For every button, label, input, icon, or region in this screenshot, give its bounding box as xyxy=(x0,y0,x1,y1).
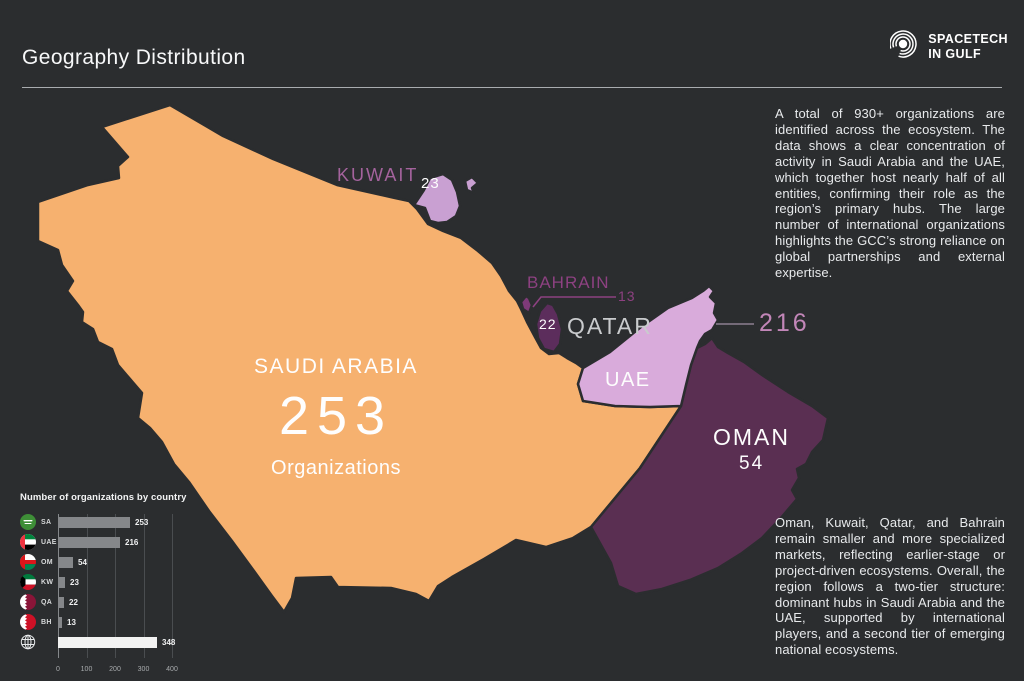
qatar-flag-icon xyxy=(20,594,36,610)
chart-row: BH 13 xyxy=(20,612,192,632)
header-divider xyxy=(22,87,1002,88)
bahrain-value: 13 xyxy=(618,288,636,304)
bar xyxy=(58,596,64,608)
saudi-arabia-callout: SAUDI ARABIA 253 Organizations xyxy=(236,355,436,480)
bar-value-label: 22 xyxy=(69,598,78,607)
chart-row: SA 253 xyxy=(20,512,192,532)
x-axis-tick-label: 100 xyxy=(80,666,93,673)
bar xyxy=(58,516,130,528)
uae-region xyxy=(576,284,720,409)
x-axis-tick-label: 0 xyxy=(56,666,60,673)
bar xyxy=(58,556,73,568)
country-code-label: SA xyxy=(41,518,52,526)
saudi-arabia-label: SAUDI ARABIA xyxy=(254,355,418,378)
bar-value-label: 54 xyxy=(78,558,87,567)
chart-plot: 0 100 200 300 400 SA 253 UAE 216 OM 54 KW 23 QA 22 BH 1… xyxy=(20,492,192,674)
x-axis-tick-label: 200 xyxy=(109,666,121,673)
x-axis-tick-label: 400 xyxy=(166,666,178,673)
bar-value-label: 23 xyxy=(70,578,79,587)
bar xyxy=(58,576,65,588)
saudi-arabia-value: 253 xyxy=(278,386,394,446)
chart-row: QA 22 xyxy=(20,592,192,612)
oman-value: 54 xyxy=(739,453,765,474)
country-code-label: OM xyxy=(41,558,53,566)
country-code-label: KW xyxy=(41,578,54,586)
kuwait-island xyxy=(463,175,480,195)
bar-value-label: 253 xyxy=(135,518,149,527)
page-title: Geography Distribution xyxy=(22,46,246,69)
uae-flag-icon xyxy=(20,534,36,550)
chart-row: 348 xyxy=(20,632,192,652)
bar-value-label: 348 xyxy=(162,638,176,647)
bahrain-label: BAHRAIN xyxy=(527,273,610,292)
bar xyxy=(58,636,157,648)
kuwait-region xyxy=(412,172,462,225)
chart-row: OM 54 xyxy=(20,552,192,572)
qatar-label: QATAR xyxy=(567,313,653,339)
brand-logo-line1: SPACETECH xyxy=(928,32,1008,47)
chart-gridline xyxy=(86,514,88,658)
uae-label: UAE xyxy=(605,369,651,391)
saudi-arabia-flag-icon xyxy=(20,514,36,530)
insight-bottom-text: Oman, Kuwait, Qatar, and Bahrain remain … xyxy=(775,515,1005,658)
bar xyxy=(58,616,62,628)
qatar-region xyxy=(534,301,564,354)
chart-row: KW 23 xyxy=(20,572,192,592)
saudi-arabia-sublabel: Organizations xyxy=(271,457,401,479)
country-code-label: QA xyxy=(41,598,53,606)
bahrain-flag-icon xyxy=(20,614,36,630)
chart-gridline xyxy=(115,514,116,658)
oman-flag-icon xyxy=(20,554,36,570)
kuwait-flag-icon xyxy=(20,574,36,590)
brand-logo-line2: IN GULF xyxy=(928,46,982,61)
country-code-label: UAE xyxy=(41,538,57,546)
bar-value-label: 13 xyxy=(67,618,76,627)
kuwait-label: KUWAIT xyxy=(337,165,419,185)
insight-top-text: A total of 930+ organizations are identi… xyxy=(775,106,1005,281)
chart-gridline xyxy=(172,514,173,658)
brand-logo-text: SPACETECH IN GULF xyxy=(928,32,1008,61)
brand-logo: SPACETECH IN GULF xyxy=(889,28,1008,65)
bahrain-leader-line xyxy=(532,296,616,308)
kuwait-value: 23 xyxy=(421,175,440,192)
orbit-logo-icon xyxy=(889,28,920,65)
saudi-arabia-region xyxy=(36,103,683,614)
bar-value-label: 216 xyxy=(125,538,139,547)
chart-title: Number of organizations by country xyxy=(20,492,187,503)
organizations-bar-chart: Number of organizations by country 0 100 2… xyxy=(20,492,192,674)
oman-label: OMAN xyxy=(713,424,790,450)
chart-gridline xyxy=(143,514,145,658)
country-code-label: BH xyxy=(41,618,52,626)
uae-value: 216 xyxy=(759,309,810,337)
chart-row: UAE 216 xyxy=(20,532,192,552)
bahrain-region xyxy=(519,294,534,315)
chart-rows: SA 253 UAE 216 OM 54 KW 23 QA 22 BH 13 348 xyxy=(20,512,192,652)
globe-icon xyxy=(20,634,36,650)
x-axis-tick-label: 300 xyxy=(137,666,150,673)
bar xyxy=(58,536,120,548)
qatar-value: 22 xyxy=(539,316,557,332)
oman-region xyxy=(589,336,830,596)
